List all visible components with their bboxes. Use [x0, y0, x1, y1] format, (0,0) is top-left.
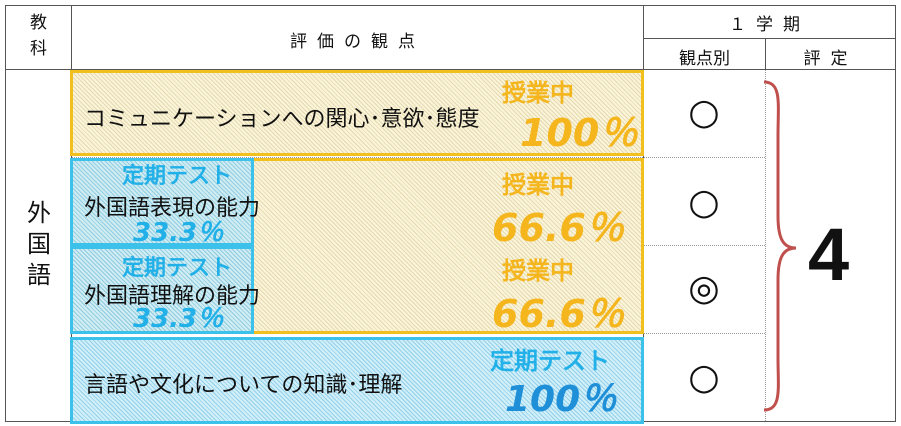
test-percent-2: 33.3％	[133, 218, 224, 248]
class-time-percent-1: 100％	[520, 111, 638, 155]
table-border-left	[5, 5, 6, 422]
test-area-row4	[70, 337, 644, 424]
header-subject-line1: 教	[30, 13, 47, 33]
table-border-right	[895, 5, 896, 422]
class-time-percent-3: 66.6％	[492, 292, 624, 336]
rating-column-line	[765, 38, 766, 70]
test-tag-2: 定期テスト	[122, 164, 233, 189]
subject-char-1: 外	[27, 199, 51, 227]
subject-char-3: 語	[27, 261, 51, 289]
header-by-viewpoint: 観点別	[679, 49, 730, 69]
class-time-tag-1: 授業中	[502, 79, 574, 107]
final-grade: 4	[808, 213, 850, 296]
curly-brace-icon	[763, 80, 797, 412]
class-time-tag-2: 授業中	[502, 171, 574, 199]
header-subject-line2: 科	[30, 39, 47, 59]
viewpoint-label-4: 言語や文化についての知識･理解	[84, 373, 403, 398]
header-rating: 評定	[803, 49, 858, 69]
viewpoint-mark-4: ○	[688, 357, 720, 398]
rating-column-dotted	[765, 70, 766, 421]
viewpoint-mark-1: ○	[688, 92, 720, 133]
header-bottom-line	[5, 69, 896, 70]
subject-char-2: 国	[27, 230, 51, 258]
viewpoint-label-3: 外国語理解の能力	[84, 284, 261, 309]
test-percent-3: 33.3％	[133, 304, 224, 334]
subject-name: 外 国 語	[6, 198, 72, 291]
viewpoint-label-1: コミュニケーションへの関心･意欲･態度	[84, 107, 480, 132]
test-area-row2	[70, 158, 254, 246]
viewpoint-mark-3: ◎	[688, 268, 720, 309]
term-header-line	[643, 38, 896, 39]
test-tag-4: 定期テスト	[490, 347, 610, 375]
viewpoint-mark-2: ○	[688, 182, 720, 223]
class-time-percent-2: 66.6％	[492, 206, 624, 250]
test-area-row3	[70, 246, 254, 334]
class-time-tag-3: 授業中	[502, 257, 574, 285]
table-border-top	[5, 5, 896, 6]
header-viewpoints: 評価の観点	[290, 32, 425, 52]
header-term: １学期	[729, 15, 810, 35]
test-tag-3: 定期テスト	[122, 256, 233, 281]
viewpoint-label-2: 外国語表現の能力	[84, 196, 261, 221]
class-time-area-row1	[70, 70, 644, 156]
row-divider-1	[72, 157, 765, 158]
test-percent-4: 100％	[505, 379, 617, 420]
header-subject: 教 科	[6, 10, 71, 62]
